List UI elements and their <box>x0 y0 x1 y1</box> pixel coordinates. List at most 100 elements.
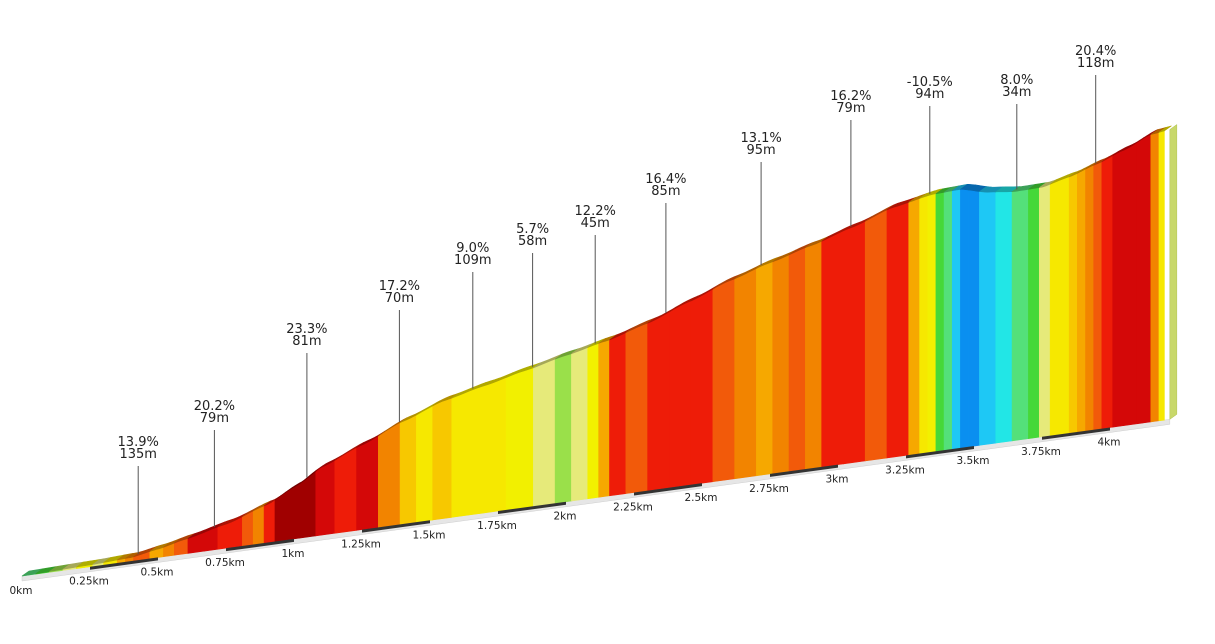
axis-segment <box>226 538 294 552</box>
annotation-length: 79m <box>836 101 865 116</box>
x-tick-label: 1.75km <box>477 520 517 532</box>
gradient-band <box>533 358 556 507</box>
gradient-band <box>625 322 648 494</box>
x-tick-label: 2.5km <box>684 492 717 504</box>
gradient-band <box>299 470 317 539</box>
annotation-length: 45m <box>581 216 610 231</box>
annotation-gradient: -10.5% <box>907 75 953 90</box>
gradient-band <box>1123 141 1138 426</box>
gradient-band <box>356 435 379 531</box>
gradient-band <box>960 189 969 449</box>
gradient-band <box>378 422 401 528</box>
gradient-band <box>864 209 888 462</box>
x-tick-label: 1.5km <box>412 529 445 541</box>
gradient-band <box>587 342 599 500</box>
gradient-band <box>712 278 735 483</box>
x-tick-label: 2.25km <box>613 502 653 514</box>
segment-annotation: 8.0%34m <box>1000 73 1033 190</box>
gradient-band <box>935 191 945 452</box>
segment-annotation: 5.7%58m <box>516 222 549 367</box>
gradient-band <box>756 261 774 477</box>
segment-annotation: 20.4%118m <box>1075 44 1116 164</box>
gradient-band <box>821 230 844 468</box>
annotation-gradient: 12.2% <box>575 204 616 219</box>
axis-segment <box>906 446 974 459</box>
gradient-band <box>252 505 265 545</box>
annotation-gradient: 17.2% <box>379 279 420 294</box>
gradient-band <box>1038 183 1051 438</box>
gradient-band <box>554 353 572 504</box>
gradient-band <box>416 405 434 523</box>
x-tick-label: 1.25km <box>341 539 381 551</box>
segment-annotation: 17.2%70m <box>379 279 420 422</box>
gradient-band <box>1158 130 1165 422</box>
annotation-length: 85m <box>651 184 680 199</box>
gradient-band <box>886 201 910 459</box>
annotation-gradient: 8.0% <box>1000 73 1033 88</box>
annotation-gradient: 13.9% <box>118 435 159 450</box>
x-tick-label: 4km <box>1098 437 1121 449</box>
x-tick-label: 0.5km <box>140 566 173 578</box>
gradient-band <box>927 193 937 453</box>
gradient-band <box>788 247 806 472</box>
gradient-band <box>399 414 417 525</box>
gradient-band <box>1150 132 1160 423</box>
gradient-band <box>647 311 670 491</box>
segment-annotation: 16.4%85m <box>645 172 687 313</box>
km-axis: 0km 0.25km 0.5km 0.75km 1km 1.25km 1.5km 1.75km… <box>10 427 1121 597</box>
gradient-band <box>571 347 589 502</box>
annotation-gradient: 20.4% <box>1075 44 1116 59</box>
x-tick-label: 2km <box>554 511 577 523</box>
gradient-band <box>995 191 1013 444</box>
gradient-band <box>598 339 610 498</box>
gradient-band <box>843 220 866 465</box>
gradient-band <box>1101 155 1114 429</box>
segment-annotation: 13.1%95m <box>740 131 782 266</box>
x-tick-label: 0km <box>10 585 33 597</box>
annotation-gradient: 20.2% <box>194 399 235 414</box>
annotation-gradient: 5.7% <box>516 222 549 237</box>
segment-annotation: 20.2%79m <box>194 399 235 527</box>
gradient-band <box>669 300 692 488</box>
segment-annotation: 16.2%79m <box>830 89 872 227</box>
gradient-band <box>285 483 300 541</box>
gradient-band <box>242 510 254 547</box>
annotation-length: 70m <box>385 291 414 306</box>
axis-segment <box>362 520 430 533</box>
gradient-band <box>478 377 507 514</box>
gradient-band <box>690 288 714 486</box>
segment-annotation: 12.2%45m <box>575 204 616 344</box>
gradient-band <box>1068 172 1078 434</box>
gradient-band <box>979 191 997 446</box>
gradient-band <box>505 367 534 511</box>
annotation-length: 95m <box>746 143 775 158</box>
x-tick-label: 0.25km <box>69 576 109 588</box>
segment-annotation: -10.5%94m <box>907 75 953 194</box>
annotation-length: 109m <box>454 253 491 268</box>
annotations: 13.9%135m20.2%79m23.3%81m17.2%70m9.0%109… <box>118 44 1116 554</box>
gradient-band <box>968 189 980 448</box>
gradient-band <box>432 397 453 521</box>
axis-segment <box>634 483 702 496</box>
axis-segment <box>498 501 566 515</box>
gradient-band <box>1049 179 1062 437</box>
segment-annotation: 23.3%81m <box>286 322 328 478</box>
axis-segment <box>90 557 158 570</box>
annotation-gradient: 9.0% <box>456 241 489 256</box>
annotation-length: 81m <box>292 334 321 349</box>
profile-ridge <box>21 124 1178 577</box>
x-tick-label: 1km <box>282 548 305 560</box>
x-tick-label: 2.75km <box>749 483 789 495</box>
gradient-band <box>274 491 287 542</box>
gradient-band <box>451 386 480 518</box>
annotation-gradient: 16.2% <box>830 89 871 104</box>
gradient-band <box>1112 149 1124 428</box>
gradient-band <box>1060 176 1070 435</box>
gradient-band <box>951 188 961 450</box>
gradient-band <box>734 267 757 480</box>
annotation-gradient: 23.3% <box>286 322 327 337</box>
gradient-band <box>609 332 627 497</box>
gradient-bands <box>21 130 1165 577</box>
